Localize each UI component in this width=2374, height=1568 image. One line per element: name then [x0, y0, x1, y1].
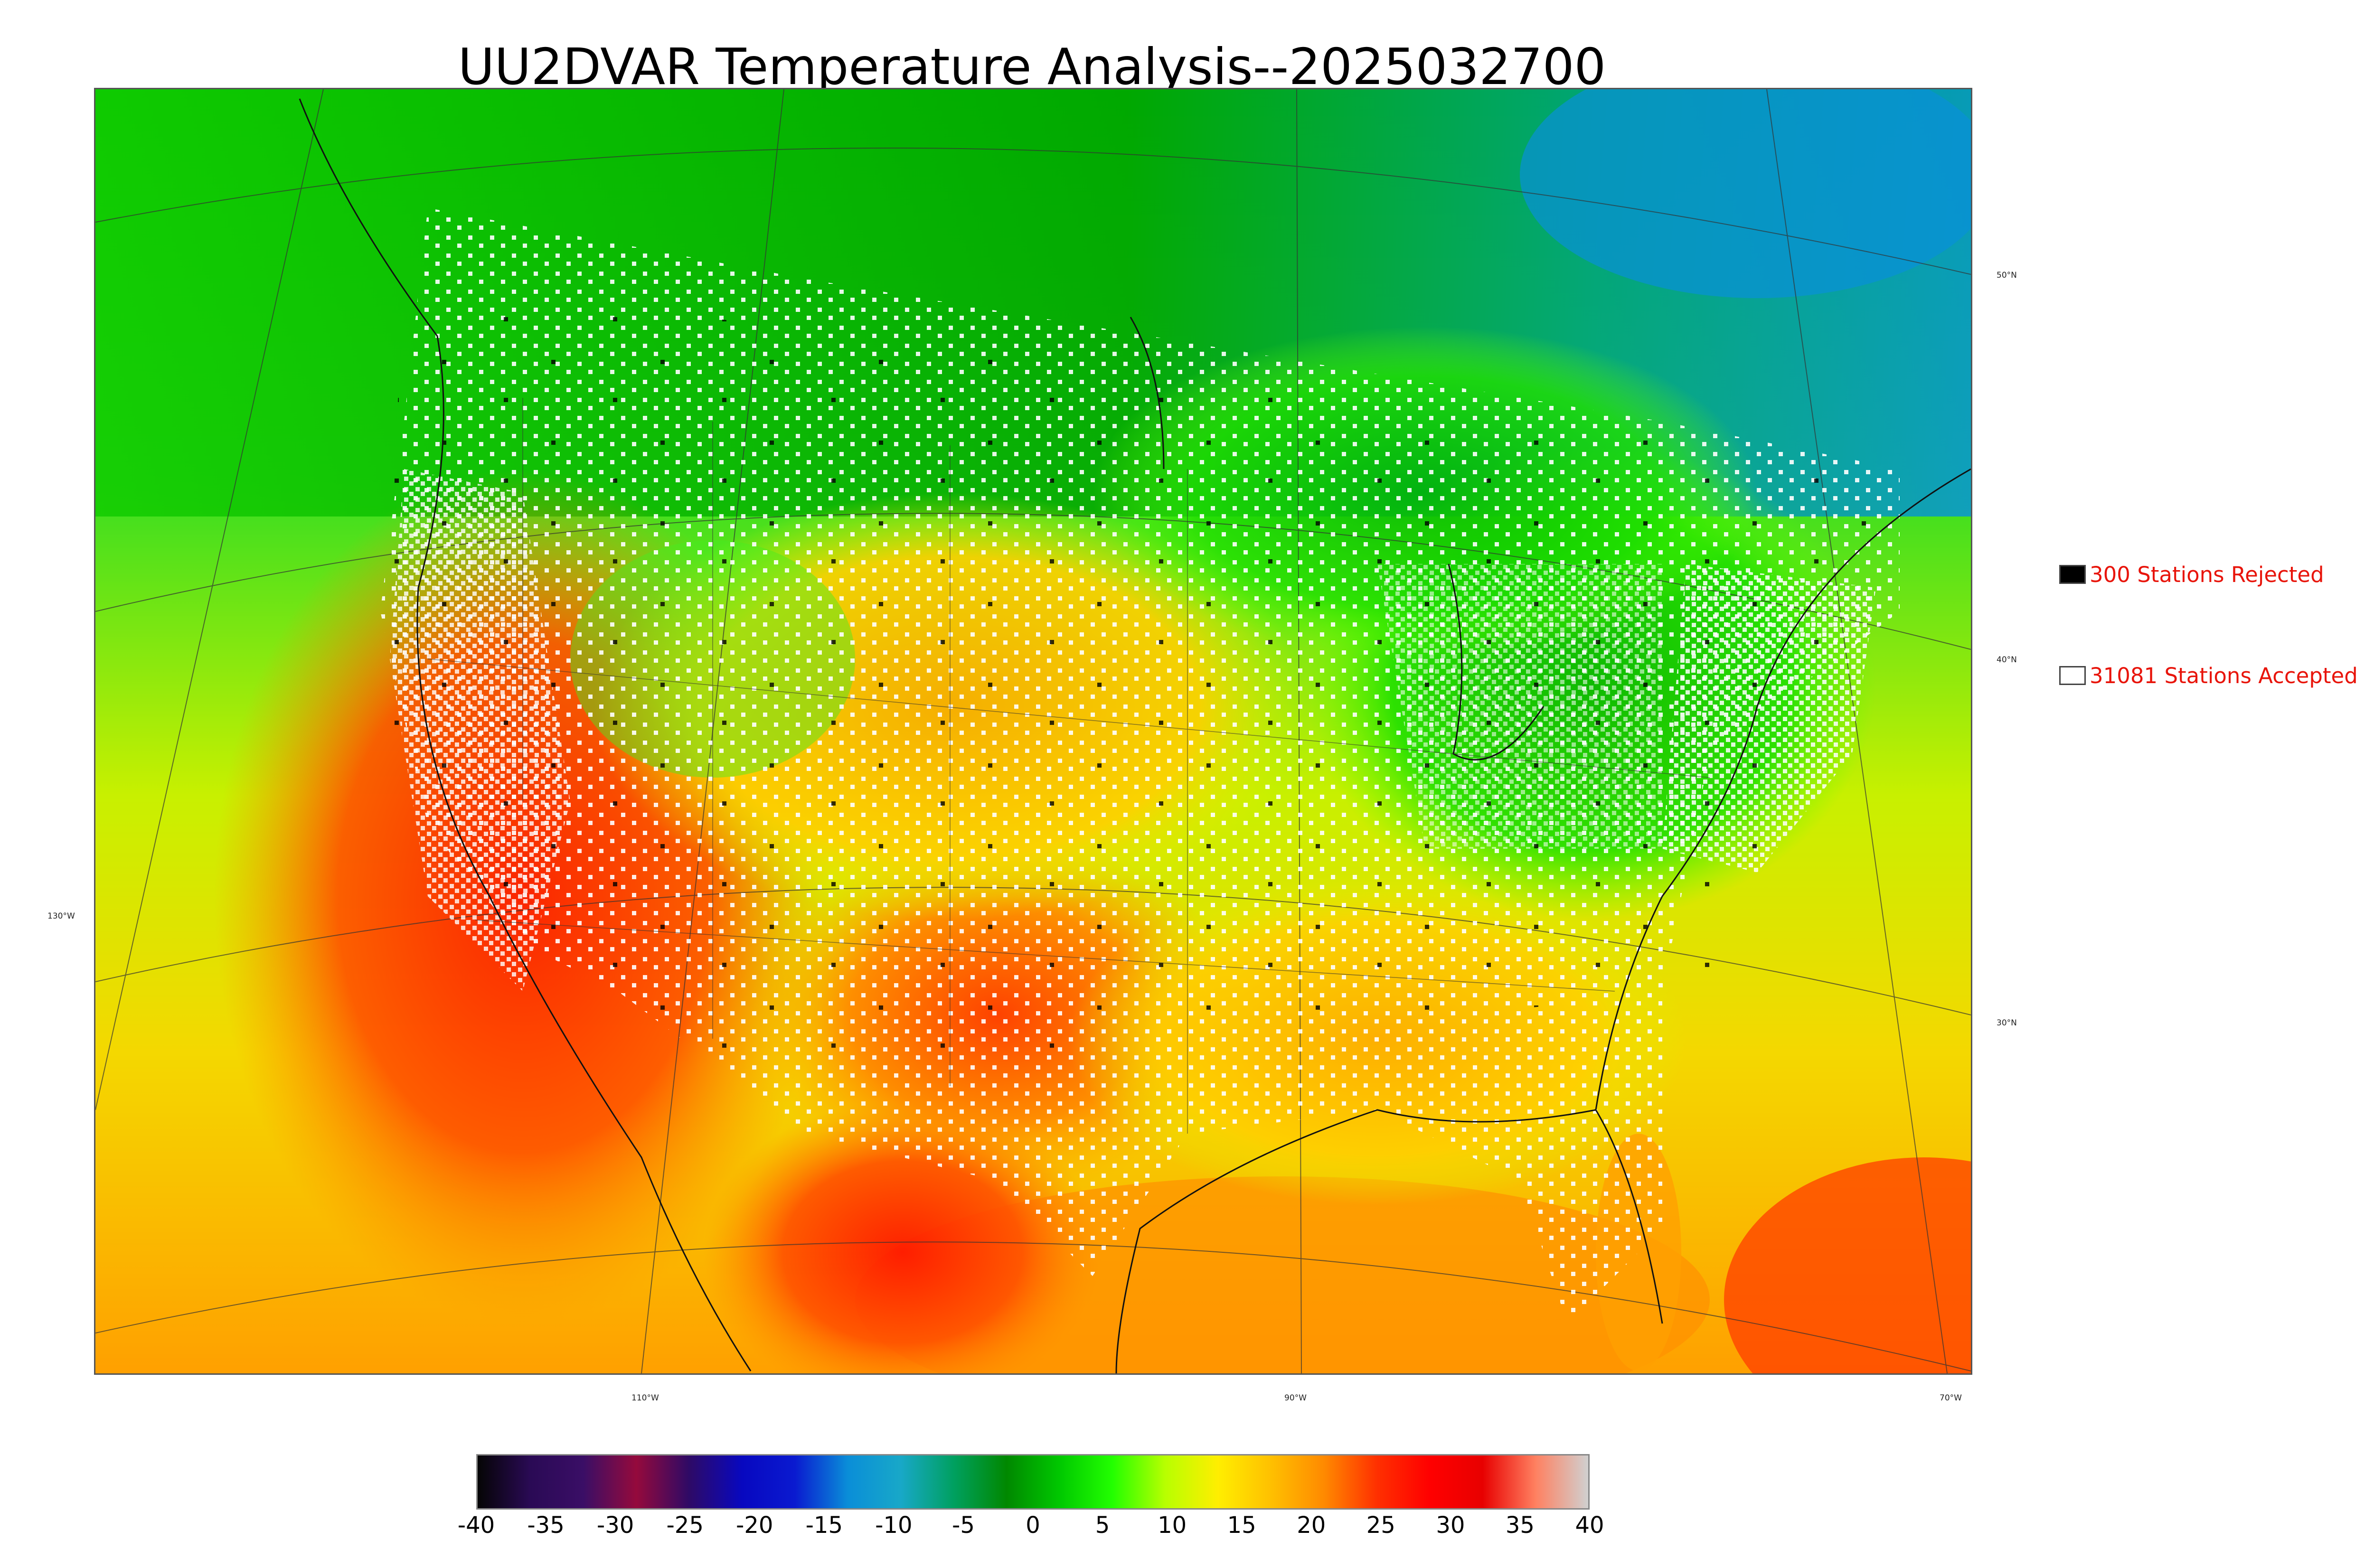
colorbar-tick-label: -25 — [666, 1512, 704, 1539]
colorbar-tick-label: 0 — [1026, 1512, 1040, 1539]
colorbar-tick-label: -30 — [596, 1512, 634, 1539]
colorbar-tick-label: 10 — [1158, 1512, 1187, 1539]
colorbar-tick-label: -15 — [805, 1512, 843, 1539]
legend-accepted: 31081 Stations Accepted — [2059, 661, 2358, 690]
colorbar-tick-label: 20 — [1297, 1512, 1326, 1539]
lat-label-50n: 50°N — [1997, 271, 2017, 280]
lon-label-70w: 70°W — [1940, 1393, 1962, 1403]
colorbar-tick-label: 25 — [1366, 1512, 1395, 1539]
colorbar-tick-label: 30 — [1436, 1512, 1465, 1539]
accepted-swatch — [2059, 666, 2086, 685]
map-title: UU2DVAR Temperature Analysis--2025032700 — [458, 38, 1606, 96]
colorbar-tick-label: -5 — [952, 1512, 975, 1539]
rejected-swatch — [2059, 565, 2086, 584]
colorbar-tick-label: 35 — [1505, 1512, 1535, 1539]
rejected-label: 300 Stations Rejected — [2090, 562, 2324, 587]
lon-label-110w: 110°W — [631, 1393, 659, 1403]
colorbar-tick-label: -40 — [457, 1512, 495, 1539]
colorbar — [476, 1454, 1590, 1510]
temperature-map[interactable] — [94, 88, 1972, 1375]
colorbar-tick-label: -10 — [875, 1512, 913, 1539]
colorbar-tick-label: -35 — [527, 1512, 565, 1539]
legend-rejected: 300 Stations Rejected — [2059, 560, 2324, 589]
colorbar-tick-label: 15 — [1227, 1512, 1256, 1539]
accepted-label: 31081 Stations Accepted — [2090, 663, 2358, 688]
colorbar-tick-label: 5 — [1095, 1512, 1110, 1539]
colorbar-tick-label: 40 — [1575, 1512, 1604, 1539]
lon-label-90w: 90°W — [1284, 1393, 1307, 1403]
lat-label-30n: 30°N — [1997, 1018, 2017, 1028]
lat-label-40n: 40°N — [1997, 655, 2017, 665]
lon-label-130w: 130°W — [47, 911, 75, 921]
colorbar-tick-label: -20 — [736, 1512, 773, 1539]
